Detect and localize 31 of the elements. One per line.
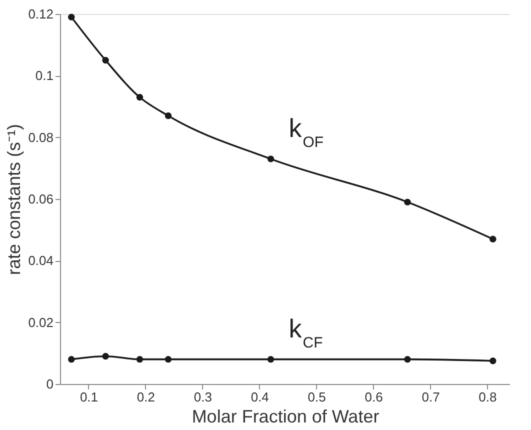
- y-tick-label: 0.1: [35, 68, 54, 84]
- point: [267, 356, 274, 363]
- y-tick-label: 0.02: [28, 314, 54, 330]
- x-axis-title: Molar Fraction of Water: [192, 406, 380, 426]
- point: [490, 236, 496, 242]
- x-tick-label: 0.4: [250, 390, 269, 404]
- x-tick-label: 0.3: [194, 390, 212, 404]
- y-tick-label: 0.06: [28, 192, 54, 206]
- x-tick-label: 0.7: [422, 390, 440, 404]
- point: [102, 56, 109, 64]
- x-tick-label: 0.1: [80, 390, 98, 404]
- point: [136, 94, 144, 101]
- y-tick-label: 0.08: [28, 130, 54, 145]
- point: [164, 356, 172, 363]
- point: [102, 352, 109, 360]
- point: [490, 358, 496, 364]
- x-tick-label: 0.2: [136, 390, 155, 404]
- y-tick-label: 0: [46, 376, 54, 392]
- point: [404, 198, 411, 206]
- x-tick-label: 0.5: [308, 390, 326, 404]
- point: [68, 14, 75, 20]
- point: [164, 112, 172, 120]
- point: [68, 356, 75, 363]
- point: [267, 156, 274, 162]
- point: [136, 356, 144, 363]
- x-tick-label: 0.8: [478, 390, 497, 404]
- point: [404, 356, 411, 363]
- y-axis-title: rate constants (s⁻¹): [4, 124, 24, 276]
- y-tick-label: 0.12: [28, 6, 54, 22]
- x-tick-label: 0.6: [364, 390, 383, 404]
- y-tick-label: 0.04: [28, 253, 54, 268]
